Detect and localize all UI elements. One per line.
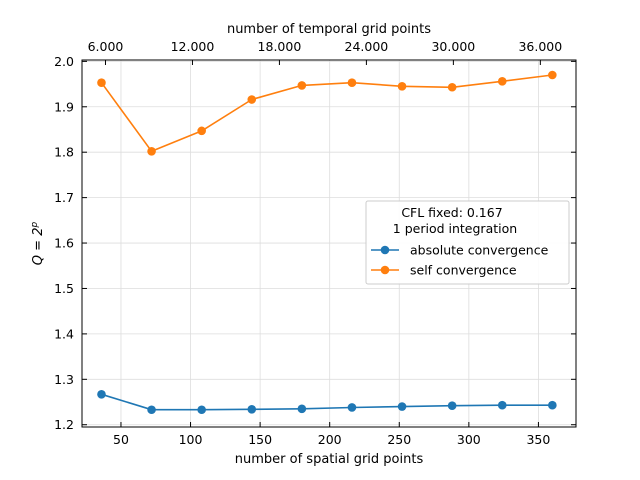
series-layer	[97, 70, 557, 415]
x2-tick-label: 24.000	[345, 39, 389, 54]
data-point	[197, 126, 206, 136]
y-tick-label: 1.3	[54, 372, 74, 387]
data-point	[297, 81, 307, 90]
data-point	[548, 400, 557, 410]
y-axis-label: Q = 2p	[30, 222, 46, 266]
legend-title-line-1: CFL fixed: 0.167	[401, 205, 502, 220]
y-tick-label: 1.6	[54, 236, 74, 251]
legend-entries: absolute convergence self convergence	[371, 243, 549, 278]
x-axis-label: number of spatial grid points	[235, 452, 424, 467]
data-point	[347, 403, 357, 412]
x2-tick-label: 30.000	[431, 39, 475, 54]
x-axis-top: 6.000 12.000 18.000 24.000 30.000 36.000	[88, 39, 562, 65]
y-tick-label: 1.7	[54, 190, 74, 205]
x2-tick-label: 36.000	[518, 39, 562, 54]
x-tick-label: 300	[457, 432, 481, 447]
data-point	[297, 404, 307, 414]
y-tick-label: 1.4	[54, 326, 74, 341]
data-point	[447, 82, 457, 92]
legend-label: absolute convergence	[410, 243, 549, 258]
legend-entry: self convergence	[371, 263, 517, 278]
x-tick-label: 250	[387, 432, 411, 447]
x2-tick-label: 12.000	[171, 39, 215, 54]
y-axis-label-exponent: p	[30, 222, 40, 229]
y-axis: 1.2 1.3 1.4 1.5 1.6 1.7 1.8 1.9 2.0	[54, 54, 576, 432]
legend-title-line-2: 1 period integration	[393, 221, 517, 236]
x-tick-label: 200	[318, 432, 342, 447]
top-x-axis-label: number of temporal grid points	[227, 22, 431, 37]
y-axis-label-base: Q = 2	[31, 228, 46, 266]
x-tick-label: 100	[179, 432, 203, 447]
y-tick-label: 1.5	[54, 281, 74, 296]
legend-swatch-marker	[380, 265, 390, 275]
x-tick-label: 50	[113, 432, 129, 447]
x-axis-bottom: 50 100 150 200 250 300 350	[113, 422, 550, 447]
data-point	[497, 77, 507, 86]
grid-lines	[82, 60, 576, 427]
data-point	[147, 405, 156, 415]
legend-entry: absolute convergence	[371, 243, 549, 258]
data-point	[147, 146, 156, 156]
y-tick-label: 2.0	[54, 54, 74, 69]
legend-swatch-marker	[380, 245, 390, 255]
data-point	[247, 95, 257, 104]
y-tick-label: 1.2	[54, 417, 74, 432]
data-point	[447, 401, 457, 410]
data-point	[197, 405, 206, 415]
data-point	[497, 400, 507, 410]
data-point	[347, 78, 357, 88]
legend: CFL fixed: 0.167 1 period integration ab…	[365, 200, 570, 285]
x-tick-label: 350	[526, 432, 550, 447]
data-point	[548, 70, 557, 80]
series-line	[101, 393, 553, 411]
legend-label: self convergence	[410, 263, 517, 278]
x-tick-label: 150	[248, 432, 272, 447]
data-point	[97, 78, 106, 88]
data-point	[97, 389, 106, 399]
series-line	[100, 74, 553, 153]
y-tick-label: 1.8	[54, 145, 74, 160]
y-tick-label: 1.9	[54, 99, 74, 114]
series-absolute-convergence	[97, 389, 557, 415]
data-point	[247, 404, 257, 414]
data-point	[397, 402, 407, 411]
x2-tick-label: 6.000	[88, 39, 124, 54]
data-point	[397, 82, 407, 91]
legend-box	[365, 200, 570, 285]
x2-tick-label: 18.000	[258, 39, 302, 54]
series-self-convergence	[97, 70, 557, 156]
